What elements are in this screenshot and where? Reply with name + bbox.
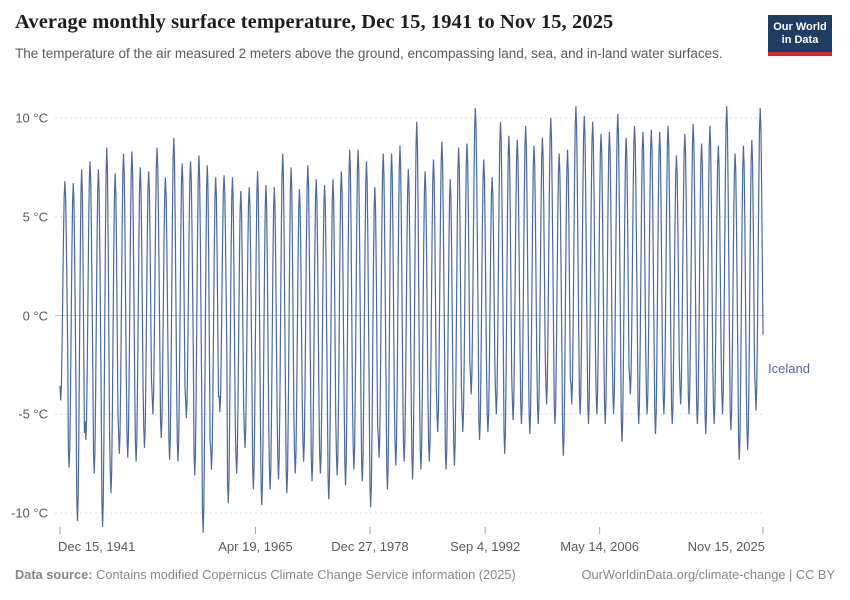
x-tick-label: Nov 15, 2025 bbox=[687, 539, 765, 554]
y-tick-label: 10 °C bbox=[15, 110, 48, 126]
owid-url-link[interactable]: OurWorldinData.org/climate-change | CC B… bbox=[581, 567, 835, 582]
y-tick-label: 0 °C bbox=[22, 308, 48, 323]
temperature-line bbox=[59, 106, 764, 533]
y-tick-label: -5 °C bbox=[18, 406, 48, 422]
x-tick-label: Dec 27, 1978 bbox=[331, 539, 409, 554]
data-source-text: Data source: Contains modified Copernicu… bbox=[15, 567, 516, 582]
y-tick-label: 5 °C bbox=[22, 209, 48, 225]
owid-logo-line1: Our World bbox=[773, 20, 827, 33]
series-label-iceland: Iceland bbox=[768, 361, 810, 376]
owid-logo: Our World in Data bbox=[768, 15, 832, 56]
chart-footer: Data source: Contains modified Copernicu… bbox=[15, 567, 835, 582]
x-tick-label: Dec 15, 1941 bbox=[58, 539, 136, 554]
data-source-label: Data source: bbox=[15, 567, 93, 582]
y-tick-label: -10 °C bbox=[11, 505, 48, 521]
x-tick-label: Apr 19, 1965 bbox=[218, 539, 293, 554]
chart-subtitle: The temperature of the air measured 2 me… bbox=[15, 46, 723, 61]
owid-logo-line2: in Data bbox=[781, 33, 819, 46]
page-title: Average monthly surface temperature, Dec… bbox=[15, 11, 614, 33]
x-tick-label: May 14, 2006 bbox=[560, 539, 640, 554]
x-tick-label: Sep 4, 1992 bbox=[450, 539, 521, 554]
